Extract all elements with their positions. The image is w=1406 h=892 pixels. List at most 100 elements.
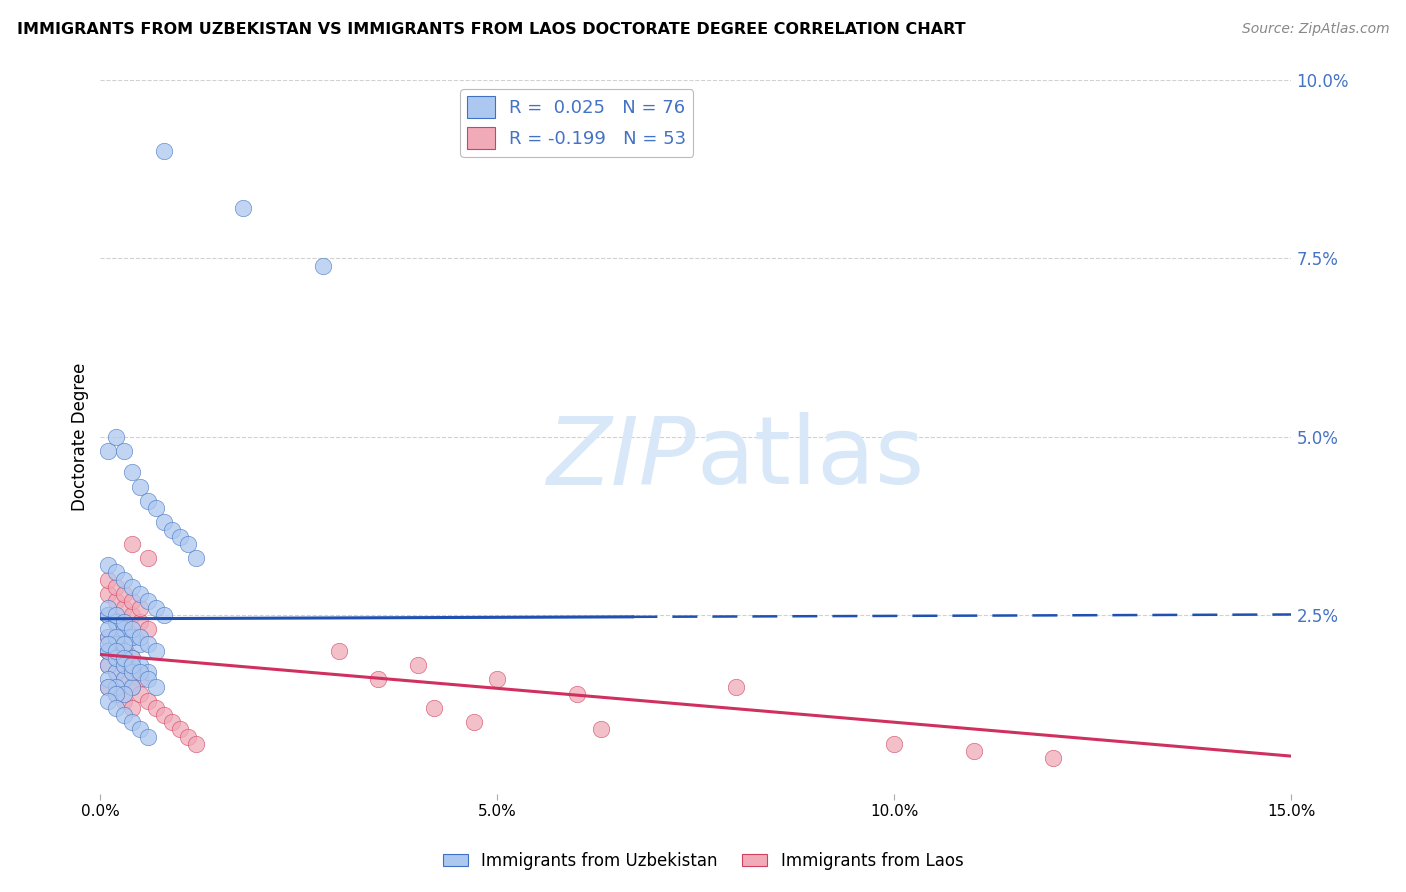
- Point: [121, 715, 143, 730]
- Point: [121, 608, 143, 623]
- Point: [121, 680, 143, 694]
- Point: [97, 608, 120, 623]
- Point: [136, 694, 159, 708]
- Point: [105, 637, 128, 651]
- Point: [121, 630, 143, 644]
- Point: [232, 202, 254, 216]
- Point: [121, 701, 143, 715]
- Point: [121, 537, 143, 551]
- Point: [136, 673, 159, 687]
- Point: [121, 466, 143, 480]
- Point: [105, 680, 128, 694]
- Point: [112, 651, 135, 665]
- Point: [105, 687, 128, 701]
- Point: [184, 551, 207, 566]
- Point: [97, 623, 120, 637]
- Point: [129, 601, 152, 615]
- Point: [112, 444, 135, 458]
- Point: [97, 630, 120, 644]
- Legend: R =  0.025   N = 76, R = -0.199   N = 53: R = 0.025 N = 76, R = -0.199 N = 53: [460, 89, 693, 156]
- Point: [406, 658, 429, 673]
- Point: [105, 651, 128, 665]
- Point: [105, 608, 128, 623]
- Point: [112, 658, 135, 673]
- Point: [136, 594, 159, 608]
- Point: [97, 658, 120, 673]
- Point: [129, 723, 152, 737]
- Point: [129, 587, 152, 601]
- Point: [129, 480, 152, 494]
- Point: [97, 444, 120, 458]
- Point: [129, 637, 152, 651]
- Point: [97, 630, 120, 644]
- Point: [486, 673, 509, 687]
- Point: [112, 623, 135, 637]
- Point: [129, 658, 152, 673]
- Point: [145, 501, 167, 516]
- Text: IMMIGRANTS FROM UZBEKISTAN VS IMMIGRANTS FROM LAOS DOCTORATE DEGREE CORRELATION : IMMIGRANTS FROM UZBEKISTAN VS IMMIGRANTS…: [17, 22, 966, 37]
- Point: [121, 680, 143, 694]
- Point: [112, 673, 135, 687]
- Point: [97, 680, 120, 694]
- Text: ZIP: ZIP: [547, 413, 696, 504]
- Point: [112, 587, 135, 601]
- Point: [153, 708, 176, 723]
- Point: [112, 573, 135, 587]
- Point: [145, 601, 167, 615]
- Text: atlas: atlas: [696, 412, 924, 504]
- Point: [105, 566, 128, 580]
- Point: [121, 658, 143, 673]
- Point: [423, 701, 446, 715]
- Point: [121, 651, 143, 665]
- Point: [97, 608, 120, 623]
- Point: [97, 644, 120, 658]
- Point: [97, 680, 120, 694]
- Point: [105, 637, 128, 651]
- Point: [112, 615, 135, 630]
- Point: [121, 580, 143, 594]
- Point: [145, 701, 167, 715]
- Point: [136, 730, 159, 744]
- Point: [153, 516, 176, 530]
- Point: [97, 644, 120, 658]
- Point: [136, 494, 159, 508]
- Y-axis label: Doctorate Degree: Doctorate Degree: [72, 363, 89, 511]
- Point: [112, 623, 135, 637]
- Point: [1042, 751, 1064, 765]
- Point: [145, 644, 167, 658]
- Point: [565, 687, 588, 701]
- Point: [97, 644, 120, 658]
- Point: [105, 701, 128, 715]
- Point: [112, 644, 135, 658]
- Point: [112, 623, 135, 637]
- Point: [153, 608, 176, 623]
- Point: [176, 537, 198, 551]
- Point: [169, 723, 191, 737]
- Point: [129, 615, 152, 630]
- Point: [129, 687, 152, 701]
- Point: [112, 687, 135, 701]
- Point: [136, 665, 159, 680]
- Point: [176, 730, 198, 744]
- Point: [724, 680, 747, 694]
- Point: [105, 651, 128, 665]
- Point: [97, 558, 120, 573]
- Point: [105, 580, 128, 594]
- Point: [105, 665, 128, 680]
- Point: [105, 665, 128, 680]
- Point: [112, 694, 135, 708]
- Point: [105, 651, 128, 665]
- Point: [153, 145, 176, 159]
- Point: [105, 594, 128, 608]
- Point: [112, 708, 135, 723]
- Point: [121, 665, 143, 680]
- Point: [160, 523, 183, 537]
- Point: [463, 715, 485, 730]
- Point: [97, 573, 120, 587]
- Point: [97, 694, 120, 708]
- Point: [97, 587, 120, 601]
- Point: [97, 637, 120, 651]
- Point: [589, 723, 612, 737]
- Point: [112, 658, 135, 673]
- Point: [112, 644, 135, 658]
